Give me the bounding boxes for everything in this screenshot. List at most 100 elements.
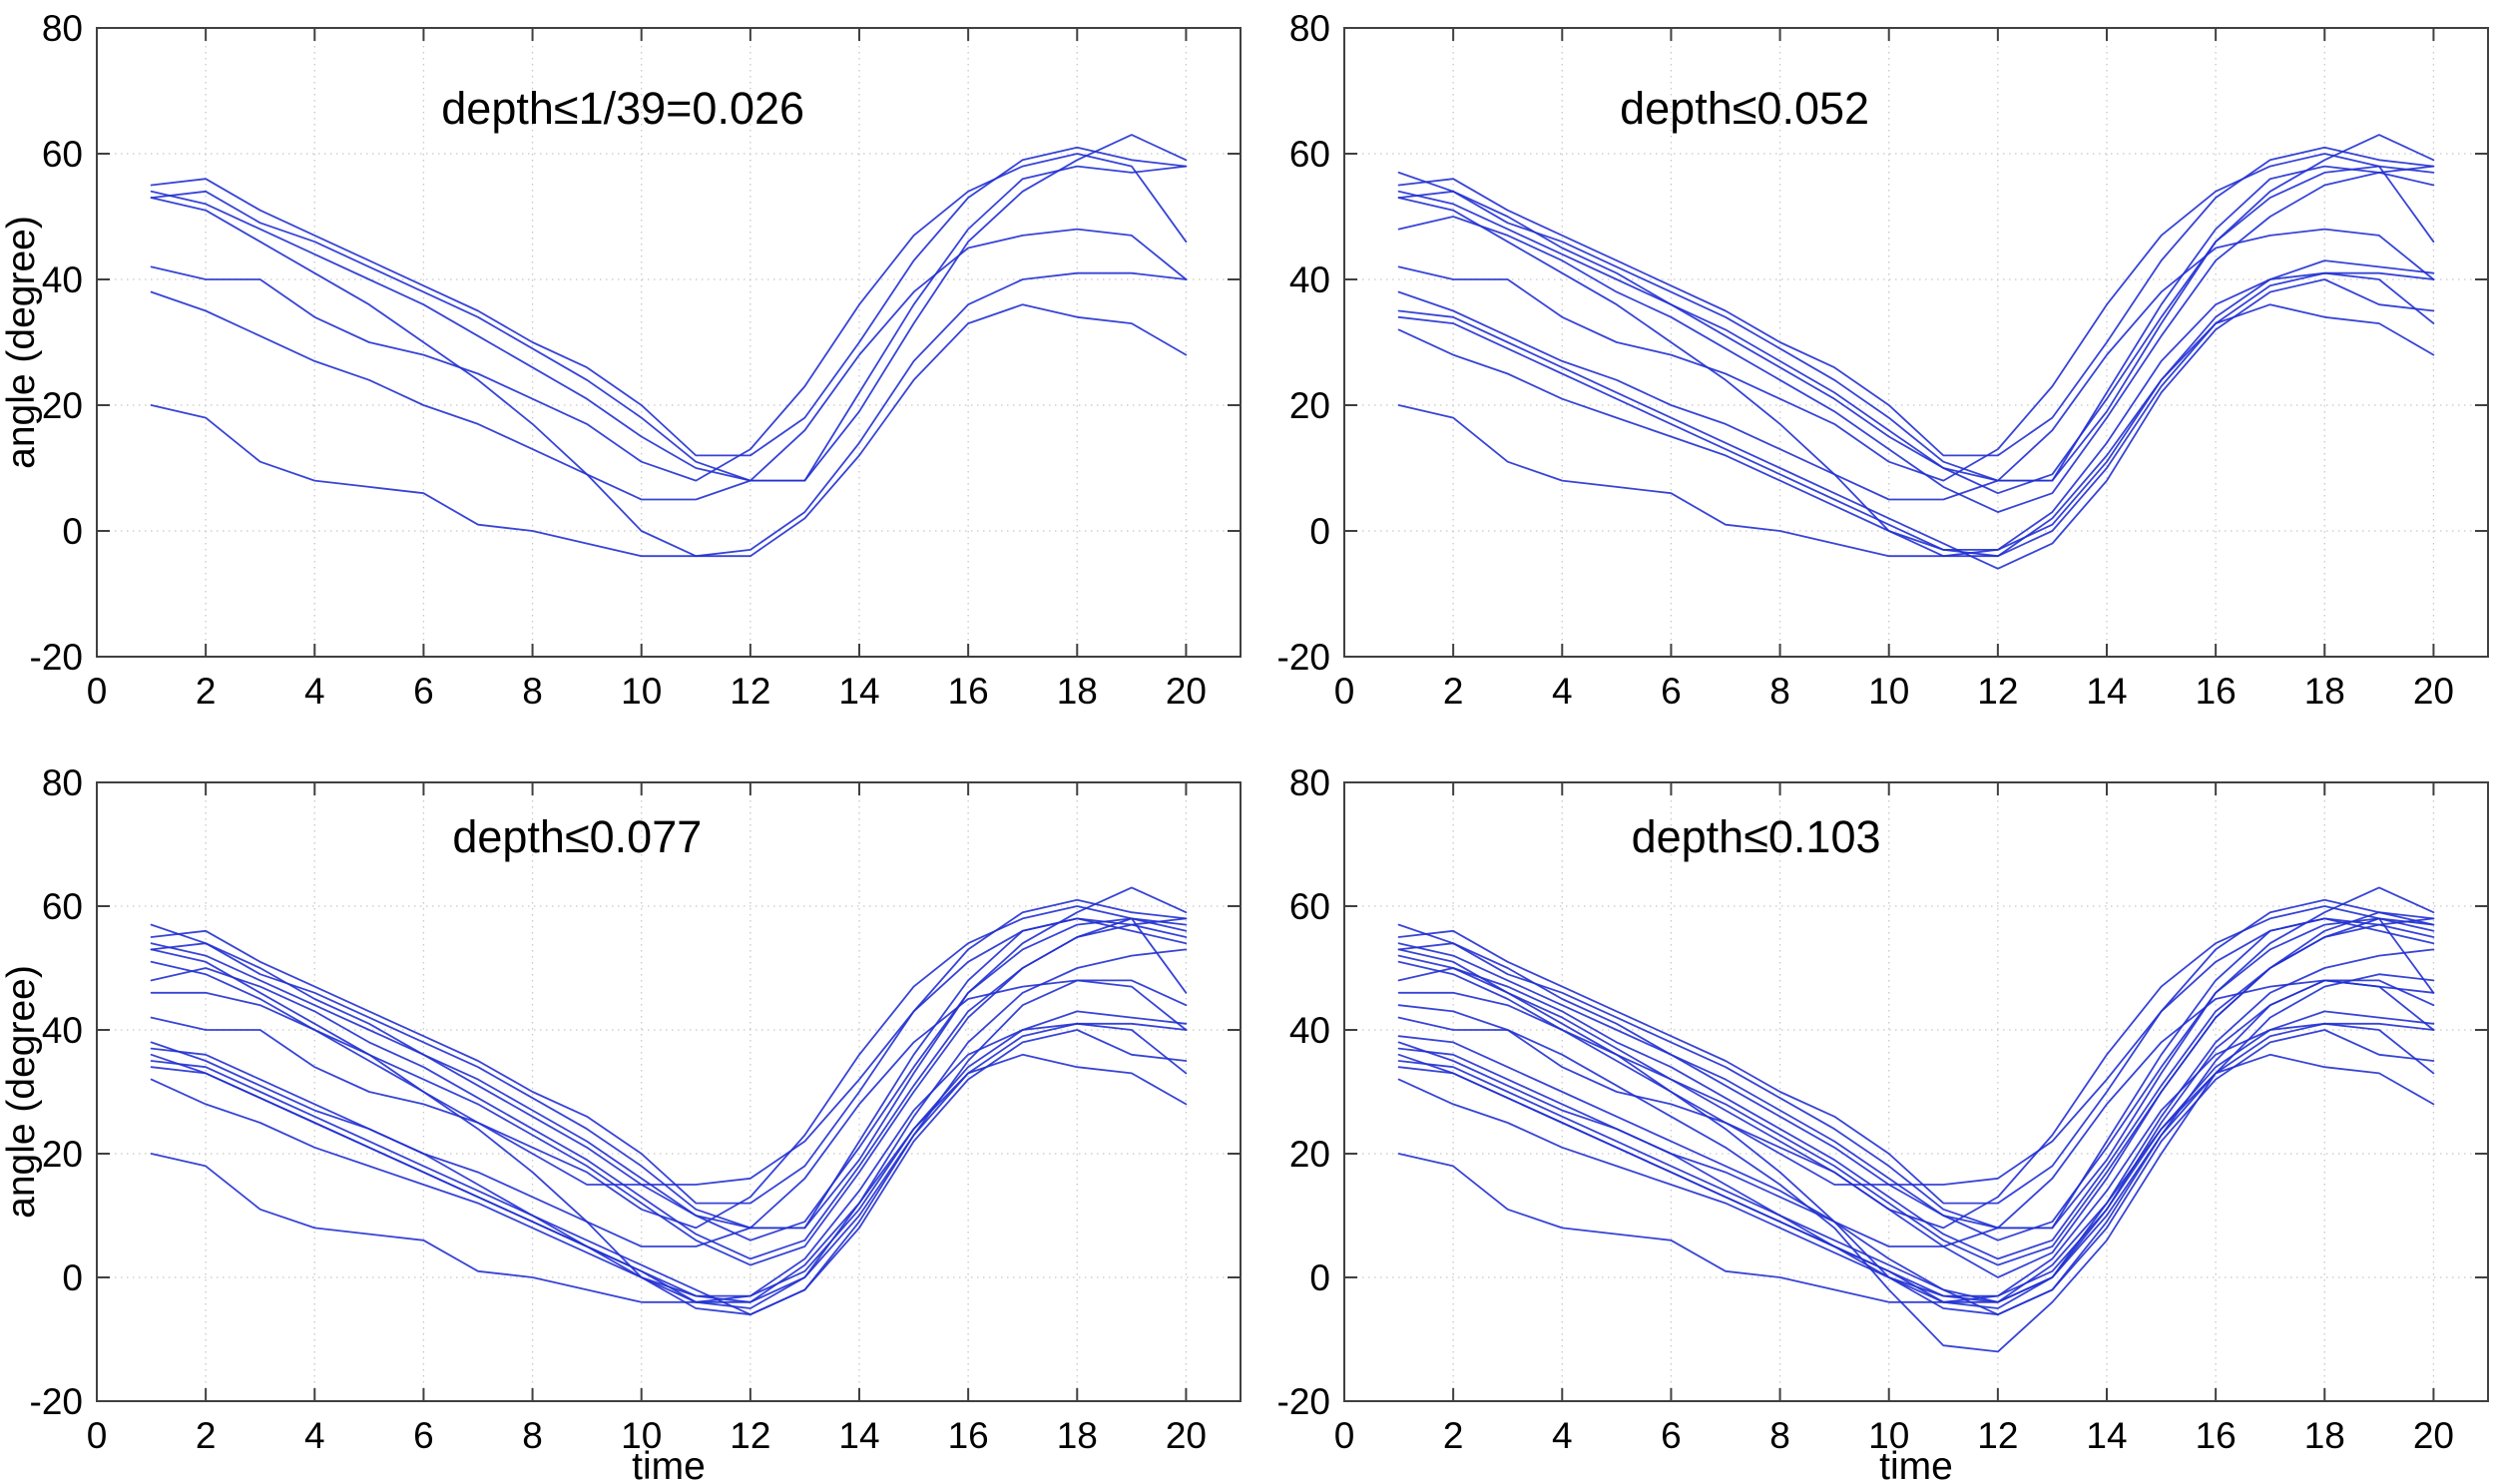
axes-layer (96, 27, 1242, 658)
x-tick-label: 16 (948, 1415, 989, 1456)
curve-11-line (1397, 1022, 2435, 1303)
x-tick-label: 16 (2196, 1415, 2237, 1456)
curve-01-line (1397, 898, 2435, 1205)
subplot-bottom-left-svg: 0 2 4 6 8 10 12 14 16 18 20-20020406080depth≤0.077… (0, 762, 1242, 1484)
grid-layer (97, 782, 1241, 1401)
y-tick-label: 20 (42, 1134, 83, 1175)
x-tick-label: 2 (196, 1415, 217, 1456)
x-tick-label: 12 (730, 671, 770, 712)
curve-14-line (150, 979, 1188, 1316)
axes-layer (1343, 27, 2489, 658)
curve-02-line (1397, 886, 2435, 1230)
y-tick-label: -20 (30, 637, 83, 678)
x-tick-label: 14 (2086, 1415, 2127, 1456)
y-tick-label: -20 (30, 1381, 83, 1422)
subplot-top-left: 0 2 4 6 8 10 12 14 16 18 20 -20 0 20 40 60 80 depth≤1/39=… (0, 0, 1248, 742)
subplot-bottom-right: 0 2 4 6 8 10 12 14 16 18 20 -20 0 20 40 60 80 depth≤0.103… (1248, 742, 2495, 1484)
y-tick-label: 60 (1289, 134, 1330, 175)
subplot-title: depth≤0.103 (1632, 811, 1881, 862)
x-tick-label: 0 (87, 671, 108, 712)
x-tick-label: 2 (1443, 1415, 1464, 1456)
y-axis-label: angle (degree) (0, 965, 43, 1219)
x-tick-label: 0 (1334, 1415, 1355, 1456)
curve-04-line (150, 153, 1188, 482)
x-tick-label: 2 (1443, 671, 1464, 712)
curve-09-line (1397, 171, 2435, 513)
curve-06-line (1397, 948, 2435, 1303)
axes-layer (1343, 781, 2489, 1402)
axes-box (96, 27, 1242, 658)
curve-09-line (150, 923, 1188, 1260)
curve-11-line (1397, 271, 2435, 558)
subplot-title: depth≤0.077 (452, 811, 702, 862)
x-tick-label: 2 (196, 671, 217, 712)
x-tick-label: 12 (1977, 1415, 2018, 1456)
curve-13-line (1397, 917, 2435, 1186)
curve-18-line (1397, 973, 2435, 1353)
curve-10-line (1397, 1029, 2435, 1316)
curve-07-line (1397, 1053, 2435, 1303)
y-tick-label: 80 (1289, 8, 1330, 49)
x-tick-label: 6 (413, 1415, 434, 1456)
curve-08-line (1397, 165, 2435, 495)
curve-19-line (1397, 979, 2435, 1303)
x-tick-label: 14 (838, 671, 879, 712)
subplot-title: depth≤0.052 (1620, 83, 1869, 134)
curve-03-line (1397, 165, 2435, 482)
y-tick-label: -20 (1277, 1381, 1330, 1422)
curve-10-line (1397, 278, 2435, 570)
curves-layer (150, 886, 1188, 1316)
subplot-bottom-left: 0 2 4 6 8 10 12 14 16 18 20 -20 0 20 40 60 80 depth≤0.077… (0, 742, 1248, 1484)
curve-02-line (150, 134, 1188, 482)
curve-05-line (1397, 228, 2435, 501)
curve-06-line (1397, 197, 2435, 558)
curve-14-line (1397, 979, 2435, 1316)
x-tick-label: 20 (1166, 1415, 1207, 1456)
axes-layer (96, 781, 1242, 1402)
curve-08-line (150, 917, 1188, 1241)
y-tick-label: 40 (1289, 1010, 1330, 1051)
x-tick-label: 16 (948, 671, 989, 712)
curve-17-line (1397, 911, 2435, 1278)
y-tick-label: 60 (42, 134, 83, 175)
x-tick-label: 20 (2413, 1415, 2454, 1456)
x-tick-label: 20 (2413, 671, 2454, 712)
curve-05-line (1397, 979, 2435, 1247)
curve-01-line (150, 146, 1188, 457)
y-axis-label: angle (degree) (0, 216, 43, 469)
curve-03-line (1397, 917, 2435, 1230)
x-tick-label: 8 (522, 1415, 543, 1456)
x-tick-label: 10 (621, 671, 662, 712)
x-tick-label: 12 (1977, 671, 2018, 712)
curve-07-line (1397, 303, 2435, 558)
curve-16-line (150, 917, 1188, 1266)
y-tick-label: 0 (1309, 511, 1330, 552)
y-tick-label: 20 (42, 385, 83, 426)
x-tick-label: 8 (1769, 671, 1790, 712)
curves-layer (1397, 886, 2435, 1353)
subplot-bottom-right-svg: 0 2 4 6 8 10 12 14 16 18 20-20020406080depth≤0.103… (1277, 762, 2489, 1484)
x-tick-label: 14 (2086, 671, 2127, 712)
subplot-top-left-svg: 0 2 4 6 8 10 12 14 16 18 20-20020406080depth≤1/39=… (0, 8, 1242, 712)
x-tick-label: 16 (2196, 671, 2237, 712)
curves-layer (1397, 134, 2435, 570)
x-tick-label: 0 (87, 1415, 108, 1456)
curve-03-line (150, 917, 1188, 1230)
x-tick-label: 18 (1057, 671, 1098, 712)
curve-03-line (150, 165, 1188, 482)
grid-layer (1344, 28, 2488, 657)
y-tick-label: 0 (62, 511, 83, 552)
curve-16-line (1397, 917, 2435, 1266)
x-tick-label: 12 (730, 1415, 770, 1456)
x-axis-label: time (632, 1445, 706, 1484)
x-axis-label: time (1879, 1445, 1953, 1484)
y-tick-label: 20 (1289, 1134, 1330, 1175)
curves-layer (150, 134, 1188, 558)
y-tick-label: 80 (42, 8, 83, 49)
curve-11-line (150, 1022, 1188, 1303)
y-tick-label: -20 (1277, 637, 1330, 678)
curve-08-line (1397, 917, 2435, 1241)
